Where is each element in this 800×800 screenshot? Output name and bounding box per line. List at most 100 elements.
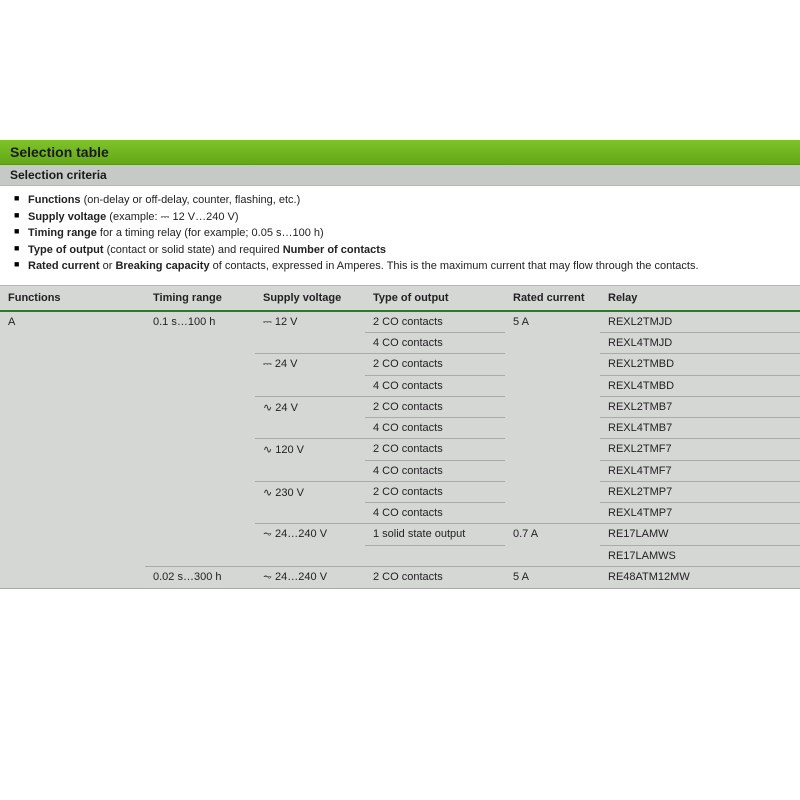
criteria-bold: Timing range	[28, 227, 97, 239]
cell-timing-range: 0.1 s…100 h	[145, 311, 255, 333]
cell-rated-current	[505, 503, 600, 524]
table-row: 4 CO contacts REXL4TMB7	[0, 418, 800, 439]
cell-timing-range	[145, 375, 255, 396]
criteria-text: of contacts, expressed in Amperes. This …	[210, 260, 699, 272]
cell-rated-current	[505, 354, 600, 376]
cell-relay: REXL4TMBD	[600, 375, 800, 396]
cell-relay: REXL2TMP7	[600, 481, 800, 503]
cell-relay: REXL4TMF7	[600, 460, 800, 481]
table-row: 0.02 s…300 h⏦ 24…240 V2 CO contacts5 ARE…	[0, 566, 800, 588]
criteria-text: for a timing relay (for example; 0.05 s……	[97, 227, 324, 239]
cell-functions	[0, 375, 145, 396]
title-bar: Selection table	[0, 140, 800, 165]
cell-type-of-output: 2 CO contacts	[365, 396, 505, 418]
criteria-bold: Supply voltage	[28, 211, 106, 223]
criteria-bold: Rated current	[28, 260, 100, 272]
header-row: Functions Timing range Supply voltage Ty…	[0, 286, 800, 311]
col-supply-voltage: Supply voltage	[255, 286, 365, 311]
table-row: ⏦ 24…240 V1 solid state output0.7 ARE17L…	[0, 524, 800, 546]
cell-rated-current	[505, 439, 600, 461]
selection-table: Functions Timing range Supply voltage Ty…	[0, 286, 800, 589]
cell-type-of-output	[365, 545, 505, 566]
criteria-bold: Breaking capacity	[115, 260, 209, 272]
cell-functions	[0, 354, 145, 376]
cell-timing-range	[145, 460, 255, 481]
col-rated-current: Rated current	[505, 286, 600, 311]
criteria-text: or	[100, 260, 116, 272]
cell-relay: REXL2TMB7	[600, 396, 800, 418]
cell-timing-range: 0.02 s…300 h	[145, 566, 255, 588]
cell-supply-voltage: ⏦ 24…240 V	[255, 566, 365, 588]
cell-supply-voltage: ∿ 120 V	[255, 439, 365, 461]
cell-rated-current	[505, 375, 600, 396]
cell-supply-voltage: ∿ 230 V	[255, 481, 365, 503]
cell-supply-voltage	[255, 503, 365, 524]
page: Selection table Selection criteria Funct…	[0, 0, 800, 589]
table-head: Functions Timing range Supply voltage Ty…	[0, 286, 800, 311]
cell-type-of-output: 4 CO contacts	[365, 375, 505, 396]
cell-supply-voltage: ⎓ 24 V	[255, 354, 365, 376]
cell-supply-voltage	[255, 418, 365, 439]
cell-type-of-output: 2 CO contacts	[365, 566, 505, 588]
cell-type-of-output: 4 CO contacts	[365, 460, 505, 481]
criteria-bold: Number of contacts	[283, 244, 386, 256]
col-relay: Relay	[600, 286, 800, 311]
cell-functions	[0, 396, 145, 418]
cell-timing-range	[145, 524, 255, 546]
cell-relay: REXL2TMF7	[600, 439, 800, 461]
table-row: ∿ 24 V2 CO contacts REXL2TMB7	[0, 396, 800, 418]
cell-relay: REXL4TMB7	[600, 418, 800, 439]
cell-supply-voltage: ∿ 24 V	[255, 396, 365, 418]
cell-relay: REXL2TMBD	[600, 354, 800, 376]
cell-functions	[0, 333, 145, 354]
criteria-item: Rated current or Breaking capacity of co…	[14, 258, 790, 275]
subtitle-text: Selection criteria	[10, 168, 107, 182]
cell-rated-current: 5 A	[505, 311, 600, 333]
cell-rated-current: 0.7 A	[505, 524, 600, 546]
cell-timing-range	[145, 545, 255, 566]
criteria-bold: Type of output	[28, 244, 104, 256]
cell-type-of-output: 4 CO contacts	[365, 503, 505, 524]
cell-type-of-output: 1 solid state output	[365, 524, 505, 546]
title-text: Selection table	[10, 144, 109, 160]
table-row: ∿ 230 V2 CO contacts REXL2TMP7	[0, 481, 800, 503]
table-row: 4 CO contacts REXL4TMBD	[0, 375, 800, 396]
cell-relay: REXL2TMJD	[600, 311, 800, 333]
cell-rated-current	[505, 396, 600, 418]
cell-timing-range	[145, 481, 255, 503]
criteria-text: (contact or solid state) and required	[104, 244, 283, 256]
cell-timing-range	[145, 418, 255, 439]
cell-supply-voltage: ⎓ 12 V	[255, 311, 365, 333]
cell-relay: REXL4TMJD	[600, 333, 800, 354]
table-row: ∿ 120 V2 CO contacts REXL2TMF7	[0, 439, 800, 461]
table-row: ⎓ 24 V2 CO contactsREXL2TMBD	[0, 354, 800, 376]
criteria-list: Functions (on-delay or off-delay, counte…	[0, 186, 800, 285]
selection-table-wrap: Functions Timing range Supply voltage Ty…	[0, 285, 800, 589]
cell-type-of-output: 2 CO contacts	[365, 311, 505, 333]
cell-functions	[0, 418, 145, 439]
cell-rated-current	[505, 481, 600, 503]
criteria-item: Supply voltage (example: ⎓ 12 V…240 V)	[14, 209, 790, 226]
cell-rated-current	[505, 333, 600, 354]
cell-supply-voltage	[255, 333, 365, 354]
cell-functions	[0, 566, 145, 588]
cell-type-of-output: 2 CO contacts	[365, 439, 505, 461]
cell-type-of-output: 2 CO contacts	[365, 481, 505, 503]
cell-relay: RE17LAMW	[600, 524, 800, 546]
cell-type-of-output: 4 CO contacts	[365, 333, 505, 354]
cell-rated-current	[505, 418, 600, 439]
cell-functions	[0, 503, 145, 524]
cell-supply-voltage: ⏦ 24…240 V	[255, 524, 365, 546]
criteria-item: Functions (on-delay or off-delay, counte…	[14, 192, 790, 209]
table-row: 4 CO contactsREXL4TMP7	[0, 503, 800, 524]
cell-timing-range	[145, 439, 255, 461]
criteria-text: (on-delay or off-delay, counter, flashin…	[81, 194, 301, 206]
table-row: 4 CO contacts REXL4TMF7	[0, 460, 800, 481]
cell-timing-range	[145, 503, 255, 524]
cell-functions	[0, 460, 145, 481]
cell-type-of-output: 4 CO contacts	[365, 418, 505, 439]
cell-rated-current: 5 A	[505, 566, 600, 588]
col-type-of-output: Type of output	[365, 286, 505, 311]
cell-relay: RE17LAMWS	[600, 545, 800, 566]
criteria-item: Type of output (contact or solid state) …	[14, 242, 790, 259]
